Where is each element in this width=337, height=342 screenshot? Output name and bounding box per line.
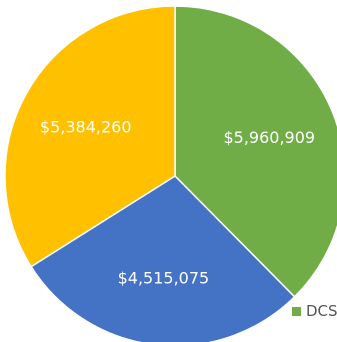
legend-label-0: DCS [306, 302, 337, 320]
pie-slice-1 [30, 175, 296, 342]
pie-slices [4, 5, 337, 342]
pie-slice-2 [4, 5, 176, 268]
legend: DCS [292, 302, 337, 320]
pie-data-label-1: $4,515,075 [118, 268, 210, 287]
pie-data-labels: $5,960,909 $4,515,075 $5,384,260 [40, 118, 315, 288]
pie-data-label-2: $5,384,260 [40, 118, 132, 137]
pie-slice-0 [174, 5, 337, 298]
pie-data-label-0: $5,960,909 [223, 128, 315, 147]
legend-swatch-0 [292, 307, 301, 316]
